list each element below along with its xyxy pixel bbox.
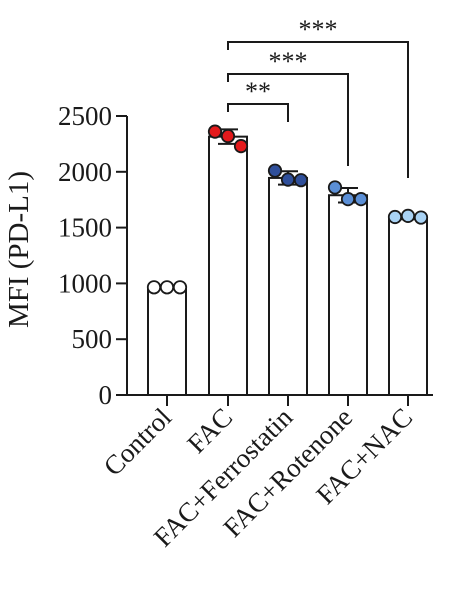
data-points [146,124,429,295]
significance-label: *** [299,15,338,44]
y-tick-label: 1000 [58,268,112,298]
significance-label: *** [269,47,308,76]
bar [147,286,187,396]
significance-label: ** [245,77,271,106]
bar [208,135,248,396]
significance-bracket [227,73,349,166]
bar [328,194,368,396]
data-point [387,209,403,225]
y-tick-label: 2000 [58,157,112,187]
bars [147,135,428,396]
data-point [293,173,309,188]
data-point [400,208,416,223]
data-point [413,210,429,225]
y-axis-label: MFI (PD-L1) [3,171,35,328]
y-tick-label: 2500 [58,101,112,131]
data-point [267,163,283,178]
data-point [353,192,369,207]
data-point [146,280,162,295]
significance-bracket [227,41,409,178]
y-tick-label: 1500 [58,213,112,243]
data-point [327,180,343,195]
y-tick-label: 500 [72,324,113,354]
data-point [207,124,223,139]
data-point [280,172,296,187]
y-tick-label: 0 [99,380,113,410]
data-point [340,192,356,207]
significance-brackets: ******** [227,15,409,178]
x-tick-label: Control [98,402,178,482]
data-point [172,280,188,295]
significance-bracket [227,103,289,122]
bar [388,216,428,396]
bar [268,176,308,396]
data-point [159,280,175,295]
data-point [220,128,236,144]
data-point [233,139,249,154]
